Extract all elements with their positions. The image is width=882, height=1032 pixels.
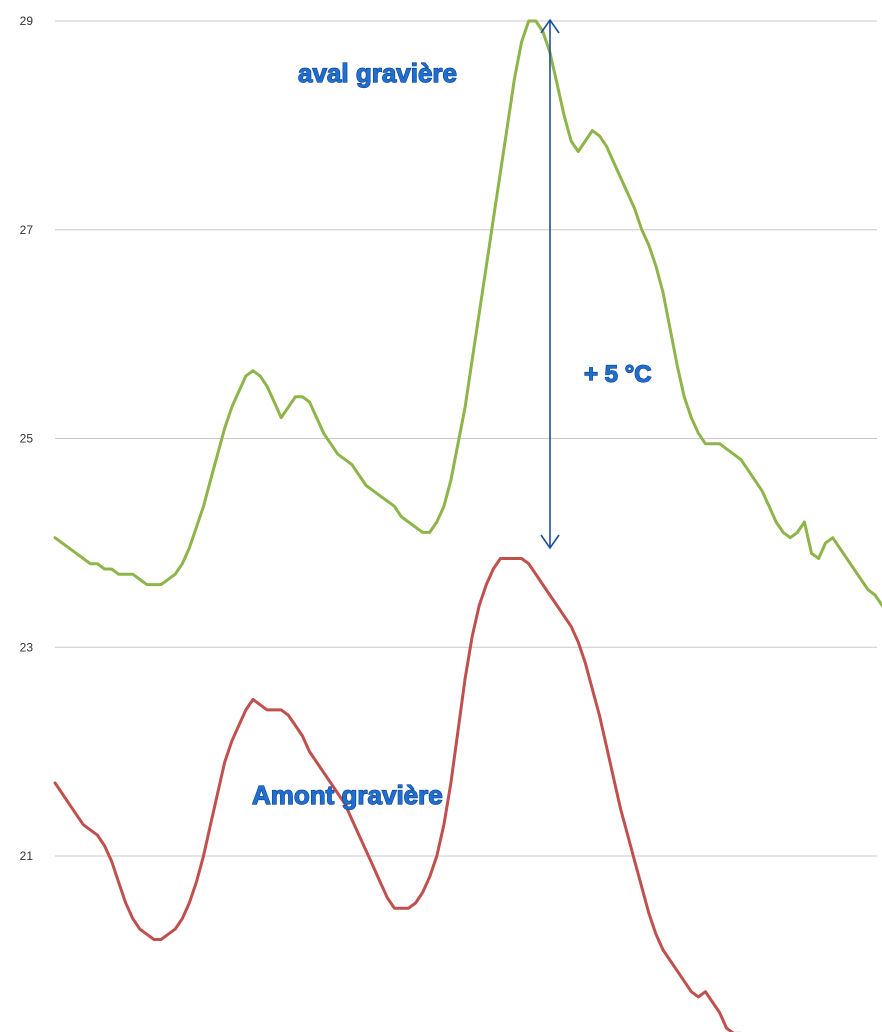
y-axis-tick-labels: 21 23 25 27 29 — [20, 14, 34, 863]
y-tick-label-21: 21 — [20, 849, 34, 863]
gridlines — [55, 20, 877, 857]
y-tick-label-29: 29 — [20, 14, 34, 28]
label-amont-graviere: Amont gravière — [252, 780, 443, 810]
y-tick-label-27: 27 — [20, 223, 34, 237]
arrow-head-bottom — [540, 534, 560, 550]
difference-arrow — [540, 18, 560, 550]
series-lines — [53, 19, 882, 1032]
series-line-amont-graviere — [53, 557, 742, 1032]
y-tick-label-25: 25 — [20, 432, 34, 446]
label-difference: + 5 °C — [584, 361, 652, 388]
series-line-aval-graviere — [53, 19, 882, 607]
y-tick-label-23: 23 — [20, 640, 34, 654]
arrow-head-top — [540, 18, 560, 34]
label-aval-graviere: aval gravière — [298, 58, 457, 88]
